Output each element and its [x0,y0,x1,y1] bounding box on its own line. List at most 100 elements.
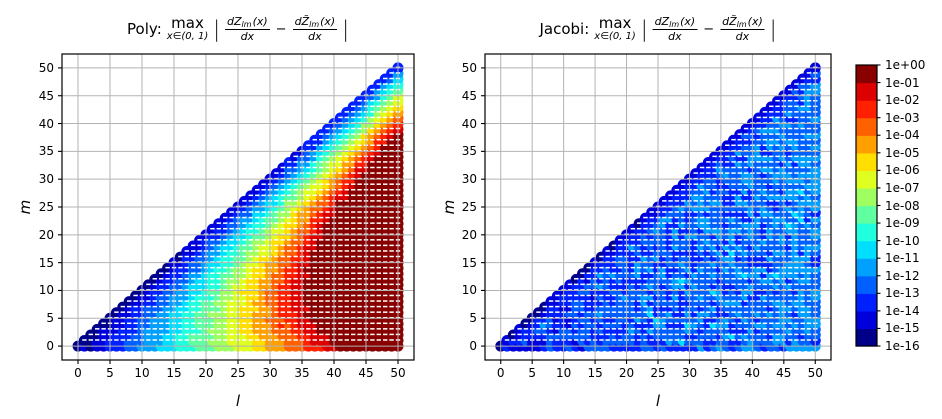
lm-subscript: lm [736,19,747,29]
left-y-tick-label: 25 [38,200,54,214]
max-label: max [598,14,632,32]
fraction-denominator: dx [735,29,750,43]
left-y-tick-label: 0 [46,339,54,354]
max-operator: max x∈(0, 1) [167,16,209,42]
colorbar-tick-label: 1e+00 [885,58,926,72]
lm-subscript: lm [669,19,680,29]
left-plot-title: Poly: max x∈(0, 1) | dZ lm (x) dx − dZ̃ lm(… [127,6,349,52]
max-label: max [171,14,204,32]
approx-derivative-fraction: dZ̃ lm (x) dx [292,14,338,43]
left-y-tick-label: 10 [38,283,54,298]
derivative-fraction: dZ lm (x) dx [225,16,270,42]
right-y-tick-label: 35 [461,144,477,159]
right-x-tick-label: 15 [587,366,603,380]
x-arg: (x) [320,14,336,28]
fraction-numerator: dZ lm (x) [652,14,698,30]
right-y-tick-label: 15 [461,255,477,270]
left-x-tick-label: 10 [134,366,150,380]
colorbar-tick-label: 1e-14 [885,303,920,318]
right-x-tick-label: 45 [776,366,792,380]
colorbar-tick-label: 1e-11 [885,251,920,266]
colorbar-tick-label: 1e-12 [885,268,920,283]
left-x-tick-label: 20 [198,366,214,380]
colorbar-tick-label: 1e-08 [885,198,920,213]
fraction-numerator: dZ lm (x) [225,16,270,30]
colorbar-tick-label: 1e-09 [885,216,920,231]
left-y-tick-label: 30 [38,172,54,187]
max-domain: x∈(0, 1) [166,31,209,42]
left-x-tick-label: 50 [390,366,406,380]
colorbar-tick-label: 1e-07 [885,180,920,195]
colorbar-tick-label: 1e-10 [885,233,920,248]
dZ-term: dZ [654,14,670,28]
left-y-tick-label: 50 [38,60,54,75]
right-y-tick-label: 5 [469,311,477,326]
left-x-tick-label: 25 [230,366,246,380]
abs-bar: | [342,15,349,43]
left-y-axis-label: m [16,199,34,215]
right-y-tick-label: 40 [461,116,477,131]
minus-sign: − [275,21,287,37]
x-arg: (x) [252,14,268,28]
right-y-tick-label: 30 [461,172,477,187]
colorbar-tick-label: 1e-04 [885,128,920,143]
x-arg: (x) [680,14,696,28]
lm-subscript: lm [309,19,320,29]
right-x-tick-label: 30 [681,366,698,380]
left-x-tick-label: 30 [262,366,278,380]
right-y-tick-label: 0 [469,339,477,354]
title-prefix: Poly: [127,20,162,38]
left-y-tick-label: 20 [38,227,54,242]
left-x-tick-label: 5 [106,366,114,380]
abs-bar: | [640,15,648,43]
fraction-numerator: dZ̃ lm (x) [720,16,765,30]
fraction-denominator: dx [240,29,255,43]
right-x-tick-label: 35 [713,366,729,380]
left-y-tick-label: 40 [38,116,54,131]
dZ-tilde-term: dZ̃ [722,14,737,28]
max-operator: max x∈(0, 1) [594,16,636,42]
right-x-tick-label: 10 [555,366,572,380]
colorbar-tick-label: 1e-05 [885,145,920,160]
colorbar-tick-label: 1e-06 [885,163,920,178]
colorbar-tick-label: 1e-02 [885,93,920,108]
right-y-tick-label: 25 [461,200,477,214]
colorbar-tick-label: 1e-15 [885,321,920,336]
left-y-tick-label: 35 [38,144,54,159]
left-y-tick-label: 5 [46,311,54,326]
lm-subscript: lm [241,19,252,29]
left-y-tick-label: 15 [38,255,54,270]
left-y-tick-label: 45 [38,88,54,103]
x-arg: (x) [747,14,763,28]
title-prefix: Jacobi: [539,20,590,38]
fraction-denominator: dx [308,29,322,43]
left-x-tick-label: 0 [74,366,82,380]
colorbar-tick-label: 1e-13 [885,286,920,301]
fraction-denominator: dx [668,29,682,43]
right-y-tick-label: 10 [461,283,477,298]
colorbar-tick-label: 1e-01 [885,75,920,90]
right-y-tick-label: 45 [461,88,477,103]
right-y-tick-label: 20 [461,227,477,242]
dZ-tilde-term: dZ̃ [294,14,310,28]
right-x-tick-label: 20 [618,366,635,380]
right-x-tick-label: 50 [807,366,823,380]
right-x-tick-label: 5 [528,366,536,380]
right-x-axis-label: l [655,392,661,410]
abs-bar: | [769,15,777,43]
right-x-tick-label: 40 [744,366,760,380]
approx-derivative-fraction: dZ̃ lm (x) dx [720,16,765,42]
left-x-tick-label: 40 [326,366,342,380]
fraction-numerator: dZ̃ lm (x) [292,14,338,30]
right-y-axis-label: m [440,199,458,215]
minus-sign: − [703,21,715,37]
left-x-tick-label: 15 [166,366,182,380]
left-x-tick-label: 45 [358,366,374,380]
left-x-tick-label: 35 [294,366,310,380]
dZ-term: dZ [227,14,242,28]
right-plot-title: Jacobi: max x∈(0, 1) | dZ lm (x) dx − dZ̃ l… [540,6,777,52]
max-domain: x∈(0, 1) [594,31,636,42]
right-y-tick-label: 50 [461,60,477,75]
